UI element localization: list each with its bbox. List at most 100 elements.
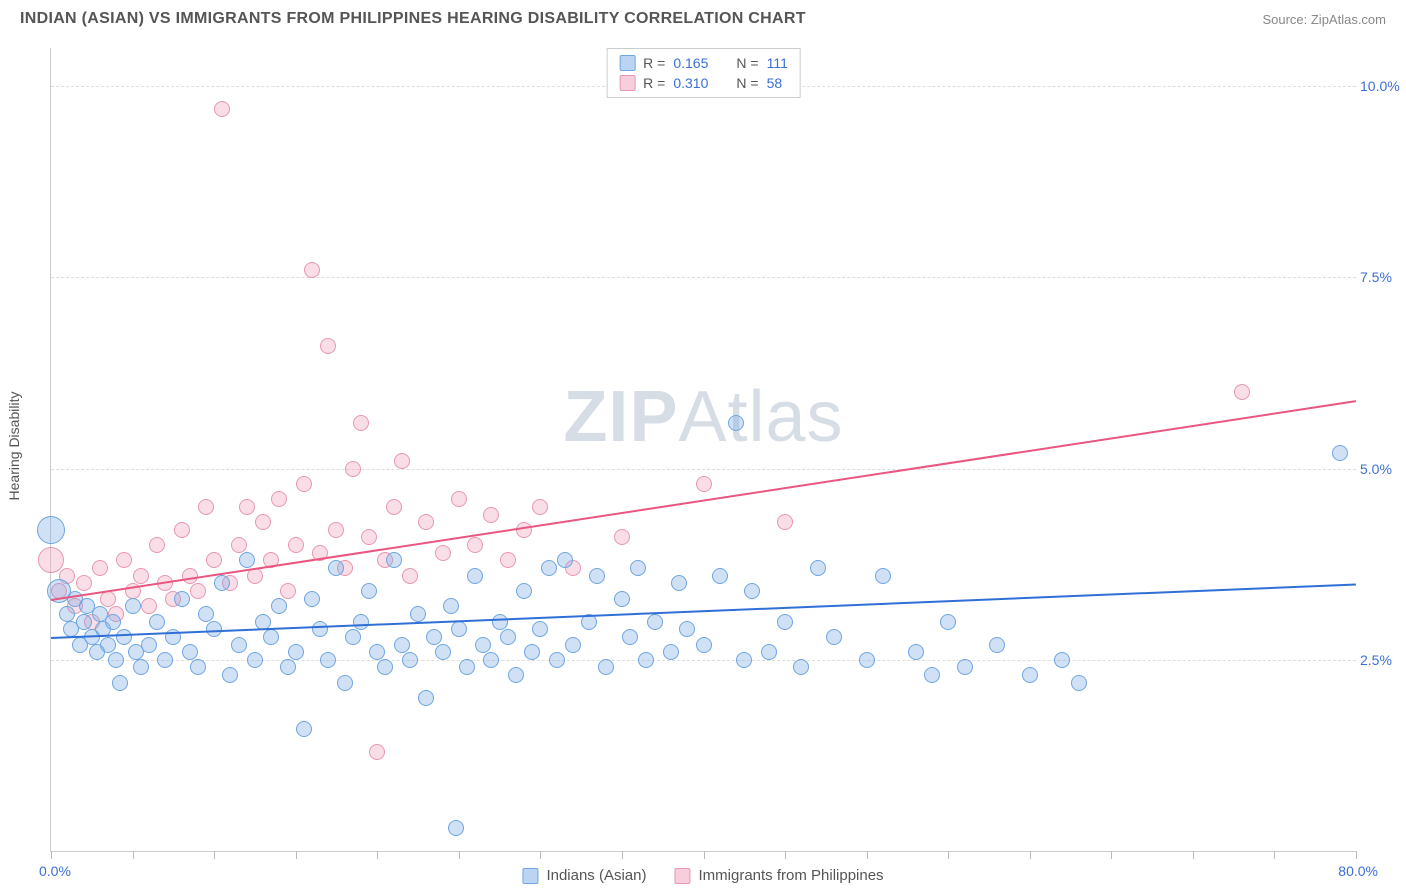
scatter-point — [328, 522, 344, 538]
scatter-point — [492, 614, 508, 630]
scatter-point — [231, 637, 247, 653]
y-axis-title: Hearing Disability — [6, 392, 22, 501]
scatter-point — [108, 652, 124, 668]
scatter-point — [112, 675, 128, 691]
scatter-point — [288, 537, 304, 553]
scatter-point — [549, 652, 565, 668]
watermark-bold: ZIP — [563, 377, 678, 457]
scatter-point — [1234, 384, 1250, 400]
scatter-point — [451, 621, 467, 637]
scatter-point — [369, 644, 385, 660]
scatter-point — [76, 575, 92, 591]
chart-title: INDIAN (ASIAN) VS IMMIGRANTS FROM PHILIP… — [20, 10, 806, 28]
scatter-point — [516, 583, 532, 599]
scatter-point — [271, 598, 287, 614]
scatter-point — [459, 659, 475, 675]
scatter-point — [451, 491, 467, 507]
scatter-point — [190, 583, 206, 599]
scatter-point — [679, 621, 695, 637]
legend-bottom: Indians (Asian)Immigrants from Philippin… — [522, 867, 883, 884]
x-tick — [785, 851, 786, 859]
scatter-point — [157, 652, 173, 668]
scatter-point — [345, 629, 361, 645]
scatter-point — [296, 476, 312, 492]
scatter-point — [859, 652, 875, 668]
scatter-point — [105, 614, 121, 630]
scatter-point — [263, 629, 279, 645]
scatter-point — [614, 591, 630, 607]
legend-bottom-item: Immigrants from Philippines — [675, 867, 884, 884]
x-tick — [948, 851, 949, 859]
scatter-point — [190, 659, 206, 675]
scatter-point — [875, 568, 891, 584]
x-tick — [1111, 851, 1112, 859]
legend-n-value: 111 — [767, 55, 788, 71]
trend-line — [51, 583, 1356, 639]
scatter-point — [149, 614, 165, 630]
x-tick — [704, 851, 705, 859]
x-tick — [377, 851, 378, 859]
scatter-point — [516, 522, 532, 538]
scatter-point — [149, 537, 165, 553]
chart-plot-area: ZIPAtlas R =0.165N =111R =0.310N =58 0.0… — [50, 48, 1356, 852]
x-tick — [1030, 851, 1031, 859]
scatter-point — [280, 659, 296, 675]
x-tick — [459, 851, 460, 859]
scatter-point — [744, 583, 760, 599]
scatter-point — [532, 621, 548, 637]
scatter-point — [394, 453, 410, 469]
scatter-point — [483, 507, 499, 523]
scatter-point — [182, 644, 198, 660]
scatter-point — [222, 667, 238, 683]
scatter-point — [320, 652, 336, 668]
watermark-rest: Atlas — [678, 377, 843, 457]
scatter-point — [198, 499, 214, 515]
scatter-point — [826, 629, 842, 645]
legend-n-label: N = — [736, 75, 758, 91]
x-tick — [51, 851, 52, 859]
scatter-point — [940, 614, 956, 630]
scatter-point — [361, 529, 377, 545]
scatter-point — [614, 529, 630, 545]
scatter-point — [712, 568, 728, 584]
x-axis-max-label: 80.0% — [1338, 863, 1378, 879]
scatter-point — [182, 568, 198, 584]
scatter-point — [198, 606, 214, 622]
scatter-point — [810, 560, 826, 576]
legend-r-value: 0.165 — [673, 55, 708, 71]
scatter-point — [435, 644, 451, 660]
scatter-point — [328, 560, 344, 576]
scatter-point — [239, 499, 255, 515]
gridline — [51, 277, 1356, 278]
scatter-point — [141, 637, 157, 653]
scatter-point — [337, 675, 353, 691]
scatter-point — [247, 652, 263, 668]
legend-swatch — [522, 868, 538, 884]
legend-r-label: R = — [643, 55, 665, 71]
legend-r-value: 0.310 — [673, 75, 708, 91]
x-tick — [214, 851, 215, 859]
scatter-point — [304, 591, 320, 607]
x-tick — [1193, 851, 1194, 859]
scatter-point — [426, 629, 442, 645]
x-tick — [133, 851, 134, 859]
scatter-point — [957, 659, 973, 675]
scatter-point — [174, 591, 190, 607]
scatter-point — [565, 637, 581, 653]
legend-series-label: Immigrants from Philippines — [699, 867, 884, 884]
scatter-point — [133, 568, 149, 584]
scatter-point — [92, 560, 108, 576]
scatter-point — [638, 652, 654, 668]
scatter-point — [59, 606, 75, 622]
scatter-point — [377, 659, 393, 675]
scatter-point — [345, 461, 361, 477]
scatter-point — [696, 476, 712, 492]
scatter-point — [443, 598, 459, 614]
scatter-point — [214, 101, 230, 117]
scatter-point — [475, 637, 491, 653]
y-tick-label: 5.0% — [1360, 461, 1404, 477]
scatter-point — [231, 537, 247, 553]
scatter-point — [524, 644, 540, 660]
legend-swatch — [675, 868, 691, 884]
scatter-point — [304, 262, 320, 278]
